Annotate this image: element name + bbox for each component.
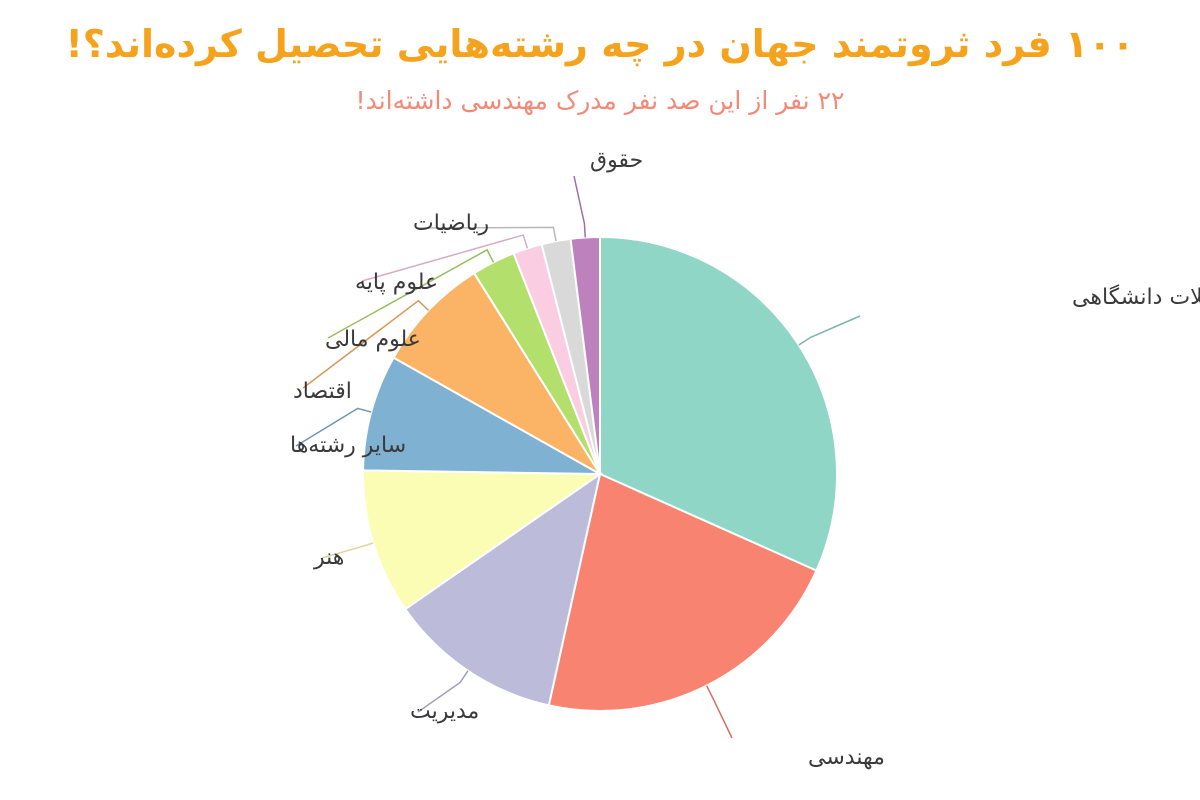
leader-line [295,407,372,447]
leader-line [417,670,469,713]
pie-slice [362,469,604,611]
pie-slice [547,472,818,712]
leader-line [327,248,495,339]
slice-label: بدون تحصیلات دانشگاهی [1072,284,1200,310]
leader-line [361,234,529,282]
slices-layer [362,235,838,712]
labels-layer: بدون تحصیلات دانشگاهی مهندسی مدیریت هنر سایر… [290,148,1200,770]
slice-label: ریاضیات [413,211,489,236]
slice-label: حقوق [590,148,643,173]
slice-label: مهندسی [808,745,885,770]
leader-line [417,226,557,242]
pie-slice [403,471,602,707]
pie-slice [569,235,601,475]
slice-label: علوم مالی [325,327,421,352]
slice-label: مدیریت [410,699,479,724]
chart-title: ۱۰۰ فرد ثروتمند جهان در چه رشته‌هایی تحص… [65,22,1135,66]
leader-line [302,299,430,389]
pie-slice [599,235,838,572]
slice-label: سایر رشته‌ها [290,433,406,458]
leader-line [798,315,861,346]
slice-label: هنر [313,545,344,570]
slice-label: اقتصاد [293,379,352,404]
leader-line [573,175,587,238]
leaders-layer [295,175,861,739]
slice-label: علوم پایه [355,270,438,295]
chart-subtitle: ۲۲ نفر از این صد نفر مدرک مهندسی داشته‌ا… [355,86,845,115]
leader-line [705,685,733,739]
leader-line [321,542,374,559]
